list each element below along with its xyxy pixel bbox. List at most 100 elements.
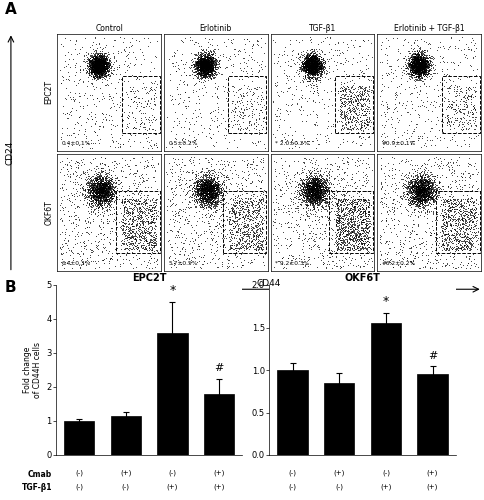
Point	[308, 154, 316, 162]
Point	[208, 60, 215, 68]
Point	[289, 46, 297, 54]
Point	[309, 62, 317, 70]
Point	[415, 196, 423, 204]
Point	[232, 226, 240, 234]
Point	[197, 190, 205, 198]
Point	[332, 242, 340, 250]
Point	[468, 200, 476, 208]
Point	[203, 62, 211, 70]
Point	[124, 192, 132, 200]
Point	[204, 180, 212, 188]
Point	[467, 230, 474, 237]
Point	[309, 54, 317, 62]
Point	[227, 82, 235, 90]
Point	[312, 74, 319, 82]
Point	[238, 92, 246, 100]
Point	[94, 67, 102, 75]
Point	[102, 69, 110, 77]
Point	[180, 96, 187, 104]
Point	[305, 62, 313, 70]
Point	[390, 104, 398, 112]
Point	[91, 60, 98, 68]
Point	[255, 184, 263, 192]
Point	[411, 176, 419, 184]
Point	[307, 61, 315, 69]
Point	[303, 60, 311, 68]
Point	[213, 122, 221, 130]
Point	[255, 206, 262, 214]
Point	[99, 60, 106, 68]
Point	[205, 54, 212, 62]
Point	[411, 51, 419, 59]
Point	[209, 212, 217, 220]
Point	[78, 191, 86, 199]
Point	[207, 195, 214, 203]
Point	[417, 60, 425, 68]
Point	[206, 170, 214, 177]
Point	[311, 71, 318, 79]
Text: CD44: CD44	[257, 279, 281, 288]
Point	[415, 170, 423, 178]
Point	[122, 225, 130, 233]
Point	[202, 60, 210, 68]
Point	[98, 55, 106, 63]
Point	[197, 66, 205, 74]
Point	[314, 204, 321, 212]
Point	[198, 64, 206, 72]
Point	[302, 188, 309, 196]
Point	[318, 38, 326, 46]
Point	[351, 238, 359, 246]
Point	[311, 60, 319, 68]
Point	[406, 52, 413, 60]
Point	[318, 186, 326, 194]
Point	[190, 186, 197, 194]
Point	[420, 174, 428, 182]
Point	[410, 60, 418, 68]
Point	[364, 118, 372, 126]
Point	[311, 180, 319, 188]
Point	[381, 194, 389, 202]
Point	[198, 195, 206, 203]
Point	[314, 174, 321, 182]
Point	[91, 50, 99, 58]
Point	[421, 177, 429, 185]
Point	[300, 60, 308, 68]
Point	[309, 106, 317, 114]
Point	[359, 218, 366, 226]
Point	[148, 244, 155, 252]
Point	[456, 226, 464, 234]
Point	[206, 59, 214, 67]
Point	[257, 244, 264, 252]
Point	[93, 60, 101, 68]
Point	[421, 181, 429, 189]
Point	[101, 62, 108, 70]
Point	[94, 69, 102, 77]
Point	[438, 227, 446, 235]
Point	[307, 58, 315, 66]
Point	[148, 111, 156, 119]
Point	[313, 76, 321, 84]
Point	[202, 58, 210, 66]
Point	[350, 203, 358, 211]
Point	[315, 196, 322, 204]
Point	[144, 242, 152, 250]
Point	[92, 185, 100, 193]
Point	[102, 187, 109, 195]
Point	[305, 189, 313, 197]
Point	[213, 178, 221, 186]
Point	[193, 189, 201, 197]
Point	[310, 185, 318, 193]
Point	[229, 188, 237, 196]
Point	[95, 71, 103, 79]
Point	[196, 182, 204, 190]
Point	[392, 114, 400, 122]
Point	[422, 64, 429, 72]
Point	[439, 200, 446, 208]
Point	[406, 58, 414, 66]
Point	[357, 142, 364, 150]
Point	[443, 97, 451, 105]
Point	[218, 262, 226, 270]
Point	[209, 58, 216, 66]
Point	[412, 180, 420, 188]
Point	[306, 58, 314, 66]
